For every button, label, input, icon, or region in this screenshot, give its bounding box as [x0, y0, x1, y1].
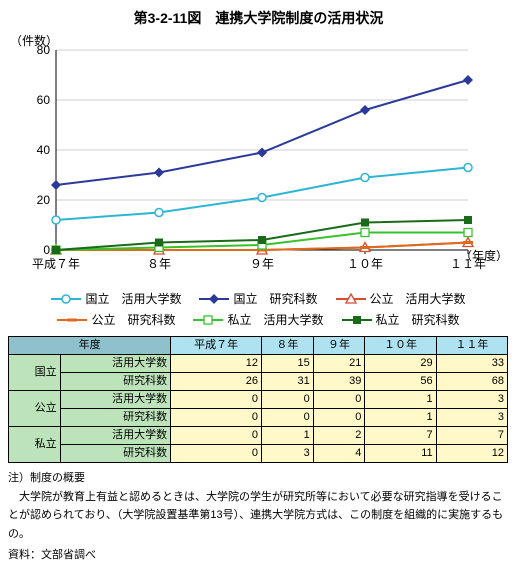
- table-cell: 1: [365, 409, 436, 427]
- table-cell: 0: [171, 391, 262, 409]
- notes-source: 資料：文部省調べ: [8, 546, 508, 565]
- table-metric-label: 研究科数: [60, 409, 170, 427]
- table-cell: 7: [365, 427, 436, 445]
- table-cell: 0: [171, 445, 262, 463]
- table-metric-label: 研究科数: [60, 373, 170, 391]
- table-cell: 29: [365, 355, 436, 373]
- table-cell: 12: [171, 355, 262, 373]
- table-header-year: 平成７年: [171, 337, 262, 355]
- table-cell: 3: [436, 391, 507, 409]
- line-chart: 020406080平成７年８年９年１０年１１年: [8, 34, 508, 284]
- data-table: 年度平成７年８年９年１０年１１年国立活用大学数1215212933研究科数263…: [8, 336, 508, 463]
- table-header-year: ９年: [313, 337, 365, 355]
- table-cell: 3: [262, 445, 314, 463]
- legend-item-pub_univ: 公立 活用大学数: [336, 290, 466, 307]
- chart-title: 第3-2-11図 連携大学院制度の活用状況: [8, 8, 509, 28]
- table-group-label: 私立: [9, 427, 61, 463]
- table-header-year: １１年: [436, 337, 507, 355]
- notes-block: 注）制度の概要 大学院が教育上有益と認めるときは、大学院の学生が研究所等において…: [8, 469, 508, 564]
- table-metric-label: 活用大学数: [60, 391, 170, 409]
- table-cell: 68: [436, 373, 507, 391]
- table-metric-label: 活用大学数: [60, 427, 170, 445]
- table-cell: 56: [365, 373, 436, 391]
- svg-text:0: 0: [43, 243, 50, 257]
- svg-text:１０年: １０年: [347, 257, 383, 271]
- table-cell: 12: [436, 445, 507, 463]
- table-cell: 0: [262, 409, 314, 427]
- x-axis-label: （年度）: [460, 247, 508, 264]
- table-header-era: 年度: [9, 337, 171, 355]
- svg-text:20: 20: [37, 193, 51, 207]
- table-cell: 31: [262, 373, 314, 391]
- table-cell: 1: [365, 391, 436, 409]
- legend-item-nat_dept: 国立 研究科数: [199, 290, 317, 307]
- table-header-year: ８年: [262, 337, 314, 355]
- legend-item-pri_dept: 私立 研究科数: [342, 311, 460, 328]
- table-cell: 4: [313, 445, 365, 463]
- table-cell: 15: [262, 355, 314, 373]
- y-axis-label: （件数）: [10, 32, 58, 49]
- table-cell: 0: [262, 391, 314, 409]
- chart-legend: 国立 活用大学数 国立 研究科数 公立 活用大学数公立 研究科数 私立 活用大学数 私立…: [19, 290, 499, 328]
- table-cell: 33: [436, 355, 507, 373]
- table-cell: 7: [436, 427, 507, 445]
- table-cell: 2: [313, 427, 365, 445]
- legend-item-pub_dept: 公立 研究科数: [57, 311, 175, 328]
- table-metric-label: 活用大学数: [60, 355, 170, 373]
- table-cell: 1: [262, 427, 314, 445]
- svg-text:８年: ８年: [147, 257, 171, 271]
- table-cell: 0: [171, 409, 262, 427]
- notes-body: 大学院が教育上有益と認めるときは、大学院の学生が研究所等において必要な研究指導を…: [8, 488, 508, 544]
- svg-text:平成７年: 平成７年: [32, 257, 80, 271]
- notes-lead: 注）制度の概要: [8, 469, 508, 488]
- svg-text:40: 40: [37, 143, 51, 157]
- chart-container: （件数） 020406080平成７年８年９年１０年１１年 （年度）: [8, 34, 508, 284]
- table-cell: 0: [313, 409, 365, 427]
- table-cell: 0: [171, 427, 262, 445]
- table-cell: 39: [313, 373, 365, 391]
- table-cell: 3: [436, 409, 507, 427]
- table-metric-label: 研究科数: [60, 445, 170, 463]
- table-group-label: 国立: [9, 355, 61, 391]
- table-header-year: １０年: [365, 337, 436, 355]
- table-cell: 26: [171, 373, 262, 391]
- table-group-label: 公立: [9, 391, 61, 427]
- legend-item-nat_univ: 国立 活用大学数: [51, 290, 181, 307]
- svg-text:９年: ９年: [250, 257, 274, 271]
- table-cell: 11: [365, 445, 436, 463]
- legend-item-pri_univ: 私立 活用大学数: [193, 311, 323, 328]
- table-cell: 21: [313, 355, 365, 373]
- table-cell: 0: [313, 391, 365, 409]
- svg-text:60: 60: [37, 93, 51, 107]
